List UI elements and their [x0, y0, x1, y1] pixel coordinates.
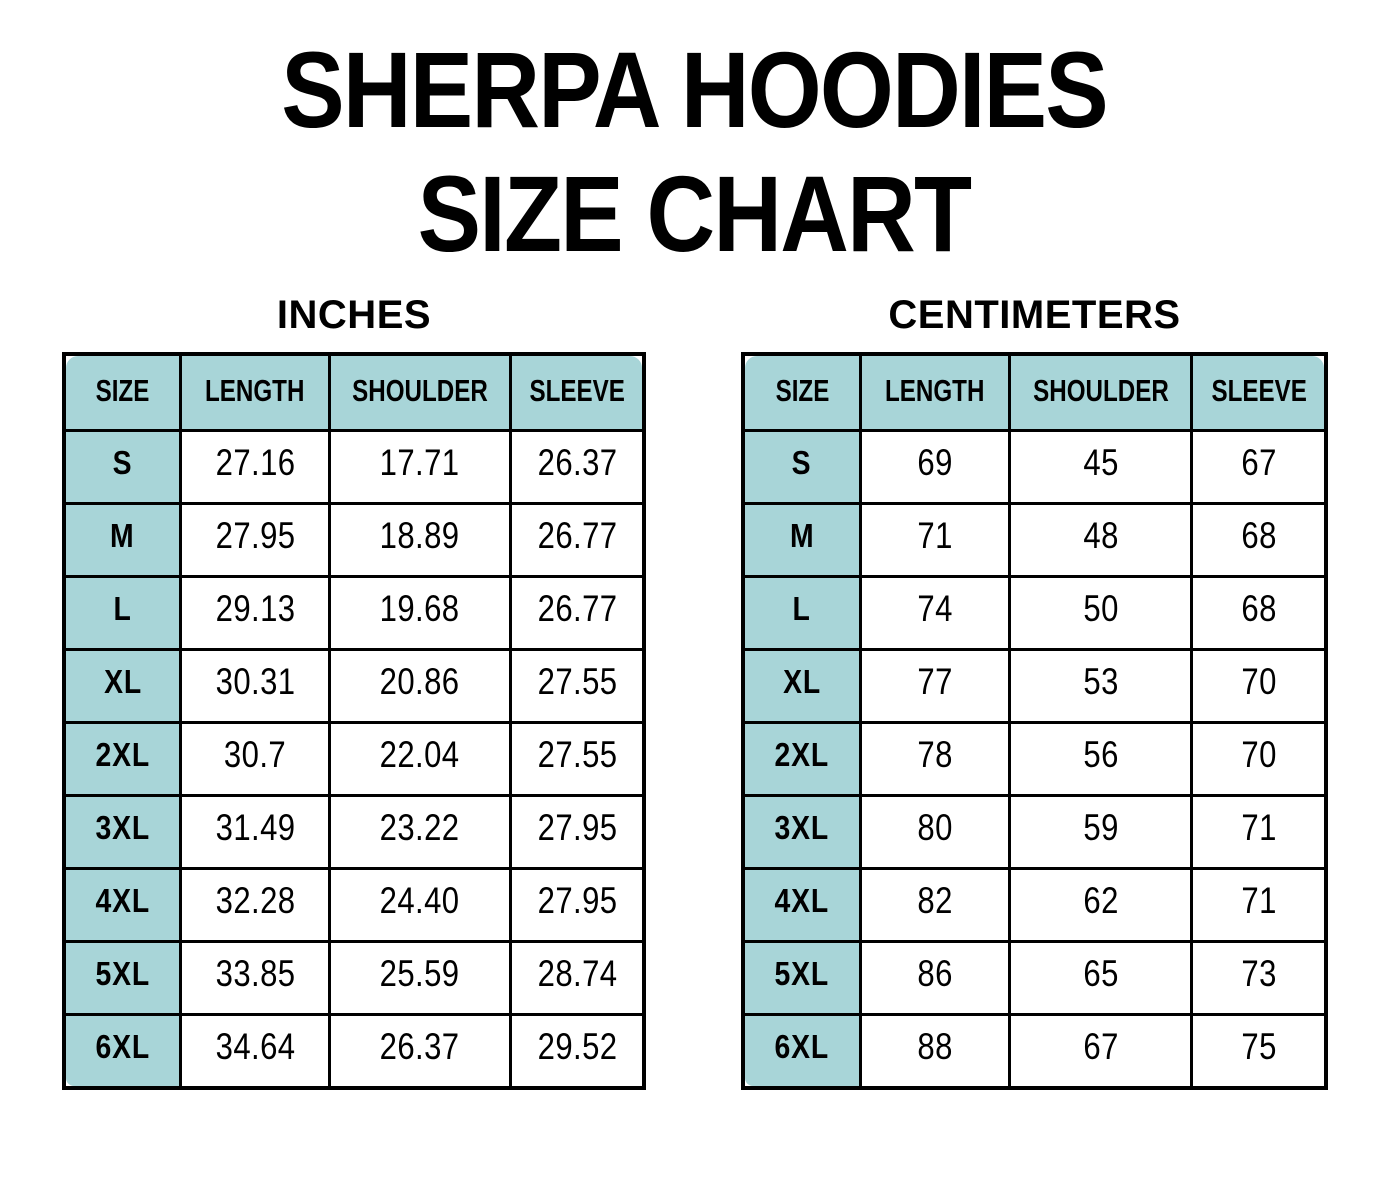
- column-header-cell: SHOULDER: [1011, 356, 1191, 429]
- measurement-value-cell: 59: [1011, 797, 1191, 867]
- size-label-cell: 6XL: [745, 1016, 859, 1086]
- measurement-value-cell: 30.31: [182, 651, 328, 721]
- measurement-value-cell: 80: [861, 797, 1009, 867]
- column-header-cell: LENGTH: [182, 356, 328, 429]
- measurement-value-cell: 33.85: [182, 943, 328, 1013]
- column-header-cell: LENGTH: [861, 356, 1009, 429]
- size-label-cell: L: [745, 578, 859, 648]
- inches-unit-label: INCHES: [276, 293, 432, 337]
- measurement-value-cell: 67: [1011, 1016, 1191, 1086]
- measurement-value-cell: 70: [1193, 724, 1324, 794]
- measurement-value-cell: 22.04: [330, 724, 510, 794]
- measurement-value-cell: 88: [861, 1016, 1009, 1086]
- centimeters-size-table: SIZE LENGTH SHOULDER SLEEVE S 69 45 67 M 71 48 68 L 7…: [741, 352, 1328, 1090]
- measurement-value-cell: 69: [861, 432, 1009, 502]
- measurement-value-cell: 78: [861, 724, 1009, 794]
- page-title-line2-text: SIZE CHART: [417, 153, 972, 274]
- measurement-value-cell: 30.7: [182, 724, 328, 794]
- size-label-cell: 4XL: [745, 870, 859, 940]
- measurement-value-cell: 29.52: [512, 1016, 642, 1086]
- measurement-value-cell: 70: [1193, 651, 1324, 721]
- measurement-value-cell: 50: [1011, 578, 1191, 648]
- measurement-value-cell: 27.95: [512, 797, 642, 867]
- measurement-value-cell: 20.86: [330, 651, 510, 721]
- page-title-line1-text: SHERPA HOODIES: [281, 29, 1108, 150]
- measurement-value-cell: 86: [861, 943, 1009, 1013]
- column-header-cell: SLEEVE: [1193, 356, 1324, 429]
- measurement-value-cell: 27.55: [512, 651, 642, 721]
- measurement-value-cell: 45: [1011, 432, 1191, 502]
- size-label-cell: 2XL: [66, 724, 180, 794]
- measurement-value-cell: 68: [1193, 505, 1324, 575]
- size-label-cell: 4XL: [66, 870, 180, 940]
- measurement-value-cell: 74: [861, 578, 1009, 648]
- measurement-value-cell: 27.16: [182, 432, 328, 502]
- measurement-value-cell: 24.40: [330, 870, 510, 940]
- size-label-cell: 5XL: [66, 943, 180, 1013]
- measurement-value-cell: 17.71: [330, 432, 510, 502]
- measurement-value-cell: 65: [1011, 943, 1191, 1013]
- measurement-value-cell: 27.95: [182, 505, 328, 575]
- measurement-value-cell: 25.59: [330, 943, 510, 1013]
- size-label-cell: 5XL: [745, 943, 859, 1013]
- measurement-value-cell: 28.74: [512, 943, 642, 1013]
- measurement-value-cell: 32.28: [182, 870, 328, 940]
- measurement-value-cell: 71: [861, 505, 1009, 575]
- size-label-cell: L: [66, 578, 180, 648]
- measurement-value-cell: 75: [1193, 1016, 1324, 1086]
- size-label-cell: 3XL: [745, 797, 859, 867]
- measurement-value-cell: 62: [1011, 870, 1191, 940]
- measurement-value-cell: 56: [1011, 724, 1191, 794]
- size-label-cell: S: [66, 432, 180, 502]
- measurement-value-cell: 71: [1193, 797, 1324, 867]
- measurement-value-cell: 82: [861, 870, 1009, 940]
- inches-size-table: SIZE LENGTH SHOULDER SLEEVE S 27.16 17.71 26.37…: [62, 352, 646, 1090]
- size-label-cell: 2XL: [745, 724, 859, 794]
- inches-table-section: INCHES SIZE LENGTH SHOULDER SLEEVE S 27.16 17.…: [62, 294, 646, 1090]
- size-label-cell: 6XL: [66, 1016, 180, 1086]
- measurement-value-cell: 18.89: [330, 505, 510, 575]
- measurement-value-cell: 73: [1193, 943, 1324, 1013]
- measurement-value-cell: 26.77: [512, 578, 642, 648]
- size-label-cell: M: [66, 505, 180, 575]
- centimeters-unit-label: CENTIMETERS: [888, 293, 1181, 337]
- column-header-cell: SHOULDER: [330, 356, 510, 429]
- measurement-value-cell: 27.95: [512, 870, 642, 940]
- column-header-cell: SLEEVE: [512, 356, 642, 429]
- measurement-value-cell: 71: [1193, 870, 1324, 940]
- measurement-value-cell: 26.77: [512, 505, 642, 575]
- centimeters-table-section: CENTIMETERS SIZE LENGTH SHOULDER SLEEVE S 69 4…: [741, 294, 1328, 1090]
- measurement-value-cell: 19.68: [330, 578, 510, 648]
- measurement-value-cell: 53: [1011, 651, 1191, 721]
- measurement-value-cell: 26.37: [512, 432, 642, 502]
- measurement-value-cell: 27.55: [512, 724, 642, 794]
- measurement-value-cell: 34.64: [182, 1016, 328, 1086]
- measurement-value-cell: 68: [1193, 578, 1324, 648]
- size-label-cell: S: [745, 432, 859, 502]
- size-label-cell: M: [745, 505, 859, 575]
- page-title: SHERPA HOODIES SIZE CHART: [0, 28, 1388, 276]
- measurement-value-cell: 77: [861, 651, 1009, 721]
- column-header-cell: SIZE: [745, 356, 859, 429]
- measurement-value-cell: 48: [1011, 505, 1191, 575]
- size-label-cell: XL: [745, 651, 859, 721]
- measurement-value-cell: 23.22: [330, 797, 510, 867]
- measurement-value-cell: 67: [1193, 432, 1324, 502]
- size-label-cell: 3XL: [66, 797, 180, 867]
- measurement-value-cell: 29.13: [182, 578, 328, 648]
- measurement-value-cell: 31.49: [182, 797, 328, 867]
- page-title-line1: SHERPA HOODIES: [0, 28, 1388, 152]
- page-title-line2: SIZE CHART: [0, 152, 1388, 276]
- measurement-value-cell: 26.37: [330, 1016, 510, 1086]
- size-label-cell: XL: [66, 651, 180, 721]
- column-header-cell: SIZE: [66, 356, 180, 429]
